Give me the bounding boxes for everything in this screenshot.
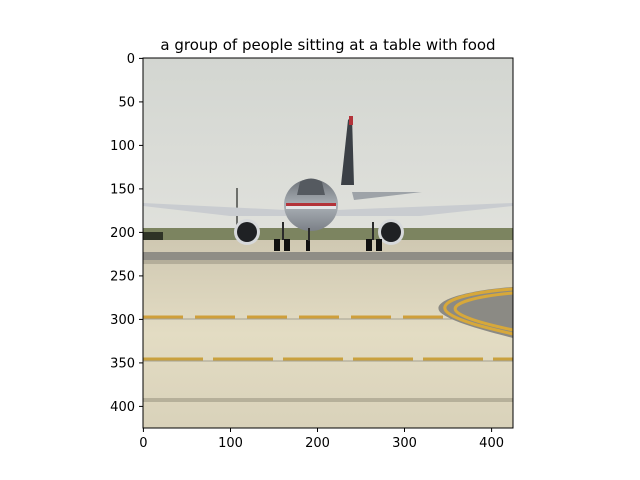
- y-tick-label: 0: [127, 52, 135, 67]
- y-tick: 300: [110, 313, 143, 328]
- x-tick-label: 200: [305, 436, 330, 451]
- y-tick-label: 300: [110, 313, 135, 328]
- x-tick-label: 400: [479, 436, 504, 451]
- x-tick-label: 300: [392, 436, 417, 451]
- y-tick-label: 250: [110, 270, 135, 285]
- x-tick-label: 100: [218, 436, 243, 451]
- x-tick: 100: [218, 428, 243, 451]
- y-tick: 200: [110, 226, 143, 241]
- x-axis: 0 100 200 300 400: [139, 428, 504, 451]
- y-tick: 350: [110, 357, 143, 372]
- airplane: [143, 116, 513, 251]
- y-tick: 400: [110, 400, 143, 415]
- x-tick: 400: [479, 428, 504, 451]
- y-tick-label: 400: [110, 400, 135, 415]
- y-tick-label: 50: [118, 96, 135, 111]
- x-tick: 200: [305, 428, 330, 451]
- y-axis: 0 50 100 150 200 250 300 350: [110, 52, 143, 415]
- x-tick: 0: [139, 428, 148, 451]
- y-tick: 100: [110, 139, 143, 154]
- y-tick: 250: [110, 270, 143, 285]
- axes-frame: [142, 57, 514, 429]
- y-tick: 50: [118, 96, 143, 111]
- tarmac: [143, 240, 513, 428]
- y-tick-label: 100: [110, 139, 135, 154]
- figure-title: a group of people sitting at a table wit…: [160, 36, 495, 54]
- y-tick-label: 150: [110, 183, 135, 198]
- y-tick-label: 350: [110, 357, 135, 372]
- y-tick: 150: [110, 183, 143, 198]
- x-tick-label: 0: [139, 436, 147, 451]
- y-tick: 0: [127, 52, 143, 67]
- airplane-photo: [142, 57, 514, 429]
- y-tick-label: 200: [110, 226, 135, 241]
- x-tick: 300: [392, 428, 417, 451]
- grass-strip: [143, 228, 513, 240]
